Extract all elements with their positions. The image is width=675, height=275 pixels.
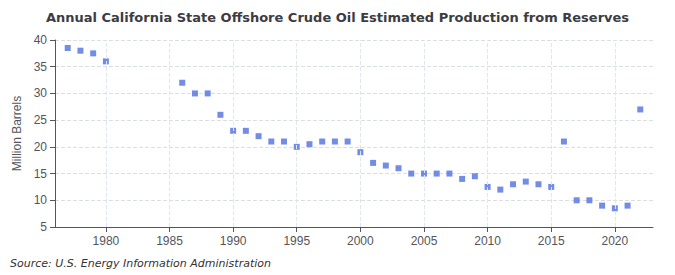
svg-text:15: 15 [34,167,48,181]
svg-text:20: 20 [34,140,48,154]
svg-text:2005: 2005 [411,234,438,248]
svg-text:10: 10 [34,193,48,207]
svg-text:2010: 2010 [474,234,501,248]
svg-text:1985: 1985 [156,234,183,248]
svg-text:30: 30 [34,86,48,100]
svg-text:Source: U.S. Energy Informatio: Source: U.S. Energy Information Administ… [10,257,271,270]
svg-text:40: 40 [34,33,48,47]
svg-text:35: 35 [34,60,48,74]
svg-text:1990: 1990 [220,234,247,248]
svg-text:2020: 2020 [601,234,628,248]
svg-text:2015: 2015 [538,234,565,248]
svg-text:Million Barrels: Million Barrels [10,96,24,171]
svg-text:2000: 2000 [347,234,374,248]
svg-text:25: 25 [34,113,48,127]
svg-text:Annual California State Offsho: Annual California State Offshore Crude O… [46,10,629,25]
svg-text:1995: 1995 [283,234,310,248]
svg-text:1980: 1980 [93,234,120,248]
svg-text:5: 5 [40,220,47,234]
